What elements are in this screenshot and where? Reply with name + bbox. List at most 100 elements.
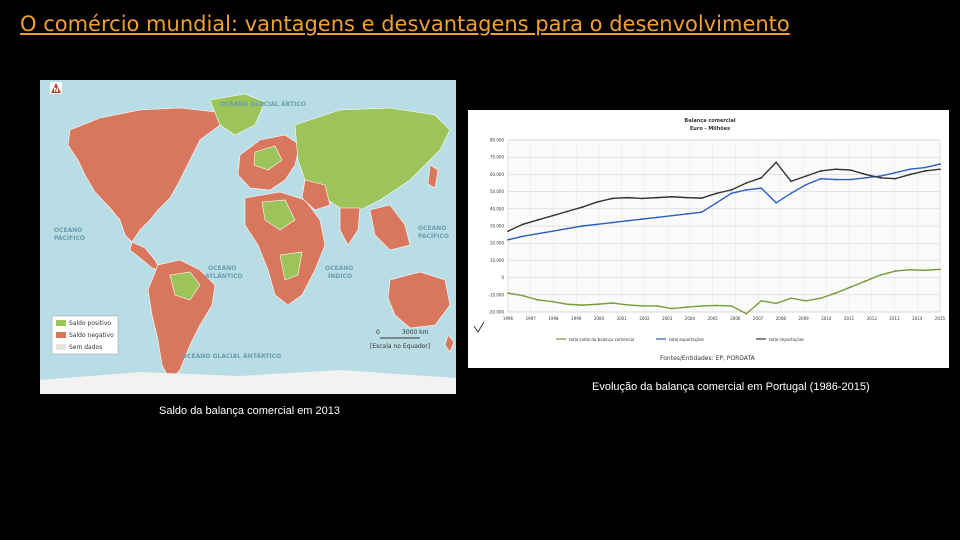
series-point-0	[775, 302, 778, 305]
series-point-2	[805, 175, 807, 178]
y-tick-label: 60.000	[490, 172, 504, 177]
series-point-1	[626, 219, 629, 222]
series-point-2	[670, 195, 673, 198]
greenland-shape	[209, 93, 266, 136]
series-point-1	[566, 227, 569, 230]
series-point-0	[521, 294, 524, 297]
y-tick-label: 0	[501, 275, 504, 280]
series-point-1	[864, 176, 867, 179]
series-point-1	[715, 201, 718, 204]
antarctica-shape	[40, 370, 456, 394]
series-point-2	[700, 197, 703, 200]
x-tick-label: 2001	[617, 316, 628, 321]
series-point-2	[775, 161, 778, 164]
legend-label-0: total saldo da balança comercial	[569, 337, 634, 342]
series-point-1	[775, 201, 778, 204]
series-point-0	[566, 303, 569, 306]
trade-balance-chart: Balança comercial Euro - Milhões 80.000 7…	[468, 110, 949, 368]
series-point-1	[790, 192, 792, 195]
x-tick-label: 2008	[776, 316, 787, 321]
series-point-0	[730, 305, 733, 307]
y-tick-label: 30.000	[490, 224, 504, 229]
series-point-1	[894, 171, 897, 174]
ocean-indian-line2: ÍNDICO	[328, 272, 352, 280]
ocean-pacific-left-line2: PACÍFICO	[54, 234, 85, 242]
series-point-0	[849, 286, 852, 288]
series-point-2	[924, 170, 927, 172]
series-point-2	[685, 196, 688, 199]
x-tick-label: 2015	[935, 316, 946, 321]
y-tick-label: 50.000	[490, 189, 504, 194]
x-tick-label: 2003	[662, 316, 673, 321]
series-point-1	[700, 211, 703, 214]
australia-shape	[387, 271, 451, 329]
series-point-1	[581, 225, 584, 227]
checkbox-check-icon[interactable]	[473, 321, 485, 333]
series-point-1	[909, 168, 912, 171]
x-tick-label: 2010	[821, 316, 832, 321]
series-line-0	[507, 268, 941, 315]
legend-label-negative: Saldo negativo	[69, 332, 114, 339]
series-point-1	[551, 230, 554, 233]
africa-positive	[261, 199, 296, 231]
series-point-2	[566, 210, 569, 213]
series-point-1	[596, 223, 599, 226]
series-point-2	[760, 176, 763, 179]
series-point-0	[626, 303, 629, 306]
series-point-1	[611, 221, 614, 224]
series-point-2	[521, 223, 524, 226]
series-point-1	[879, 175, 882, 178]
series-point-2	[656, 196, 658, 199]
x-tick-label: 2009	[798, 316, 809, 321]
series-point-0	[805, 299, 807, 302]
series-point-0	[596, 303, 599, 306]
series-point-2	[879, 176, 882, 179]
series-point-1	[745, 188, 748, 191]
y-tick-label: -20.000	[489, 310, 505, 315]
series-point-2	[715, 192, 718, 195]
series-point-0	[685, 306, 688, 309]
legend-label-positive: Saldo positivo	[69, 320, 111, 327]
x-tick-label: 1999	[571, 316, 582, 321]
south-america-positive	[169, 271, 201, 301]
europe-positive	[253, 145, 283, 171]
scale-distance: 3000 km	[402, 329, 429, 336]
series-point-2	[536, 219, 539, 221]
ocean-indian-line1: OCEANO	[325, 265, 353, 272]
ocean-arctic-label: OCEANO GLACIAL ÁRTICO	[220, 101, 306, 108]
series-point-2	[790, 180, 792, 183]
x-tick-label: 1998	[548, 316, 559, 321]
x-tick-label: 2011	[844, 316, 855, 321]
africa-positive-south	[279, 251, 303, 281]
series-point-2	[641, 197, 643, 200]
chart-title: Balança comercial	[684, 118, 735, 124]
chart-source: Fontes/Entidades: EP, PORDATA	[660, 355, 756, 362]
north-badge-letter: N	[53, 87, 58, 94]
y-tick-label: 10.000	[490, 258, 504, 263]
series-point-2	[611, 197, 614, 200]
series-point-2	[551, 214, 554, 217]
ocean-pacific-right-line2: PACÍFICO	[418, 232, 449, 240]
series-point-0	[715, 304, 718, 307]
chart-caption: Evolução da balança comercial em Portuga…	[592, 381, 870, 393]
series-point-2	[745, 182, 748, 184]
x-tick-label: 2000	[594, 316, 605, 321]
middle-east-negative	[301, 179, 331, 211]
series-point-1	[521, 235, 524, 238]
scale-note: [Escala no Equador]	[370, 343, 430, 350]
series-point-0	[864, 280, 867, 282]
x-axis-labels: 1996 1997 1998 1999 2000 2001 2002 2003 2004 2005…	[503, 316, 946, 321]
chart-subtitle: Euro - Milhões	[690, 126, 730, 132]
legend-label-1: total exportações	[669, 337, 704, 342]
central-america-shape	[129, 241, 161, 271]
series-point-2	[819, 170, 822, 172]
series-point-0	[670, 307, 673, 310]
series-point-0	[551, 300, 554, 303]
north-arrow-icon	[51, 83, 61, 93]
series-point-0	[581, 304, 584, 307]
series-point-1	[507, 238, 509, 241]
series-point-0	[656, 305, 658, 307]
y-tick-label: 20.000	[490, 241, 504, 246]
series-lines	[507, 161, 941, 315]
series-point-0	[909, 268, 912, 271]
